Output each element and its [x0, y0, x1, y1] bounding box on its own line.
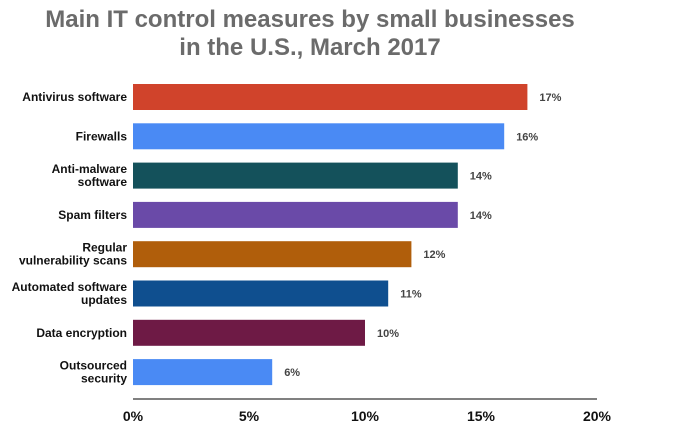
- bar-value-label: 11%: [400, 289, 422, 301]
- bar-value-label: 17%: [539, 92, 561, 104]
- bar-value-label: 6%: [284, 367, 300, 379]
- bar: [133, 319, 365, 346]
- x-tick-label: 0%: [123, 408, 144, 424]
- x-tick-label: 10%: [351, 408, 380, 424]
- bar: [133, 280, 389, 307]
- category-label: Firewalls: [76, 129, 128, 143]
- category-label: Anti-malware software: [52, 162, 128, 189]
- bar: [133, 84, 528, 110]
- bar: [133, 359, 273, 386]
- bar-value-label: 10%: [377, 328, 399, 340]
- category-label: Data encryption: [36, 326, 127, 340]
- bar-value-label: 12%: [423, 249, 445, 261]
- bar-value-label: 14%: [470, 210, 492, 222]
- bar: [133, 123, 505, 150]
- bar: [133, 241, 412, 268]
- x-tick-label: 5%: [239, 408, 260, 424]
- bar-value-label: 16%: [516, 131, 538, 143]
- bar: [133, 201, 458, 228]
- category-label: Antivirus software: [22, 90, 127, 104]
- category-label: Automated software updates: [12, 280, 128, 307]
- bar-value-label: 14%: [470, 171, 492, 183]
- category-label: Regular vulnerability scans: [19, 241, 127, 268]
- chart-title: Main IT control measures by small busine…: [45, 6, 575, 61]
- x-tick-label: 20%: [583, 408, 612, 424]
- bar: [133, 162, 458, 189]
- x-tick-label: 15%: [467, 408, 496, 424]
- category-label: Outsourced security: [60, 359, 128, 386]
- category-label: Spam filters: [58, 208, 127, 222]
